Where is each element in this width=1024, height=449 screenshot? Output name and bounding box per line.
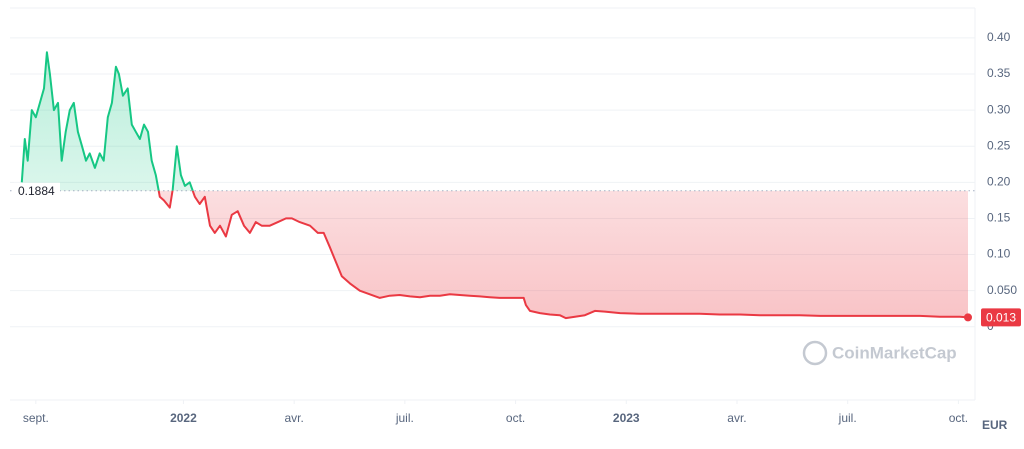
- x-tick-label: oct.: [949, 411, 968, 425]
- x-tick-label: juil.: [838, 411, 857, 425]
- y-tick-label: 0.050: [987, 283, 1017, 297]
- reference-label: 0.1884: [18, 184, 55, 198]
- x-tick-label: sept.: [23, 411, 49, 425]
- y-tick-label: 0.20: [987, 175, 1011, 189]
- last-price-bg: [981, 308, 1021, 327]
- last-price-label: 0.013: [986, 311, 1016, 325]
- y-tick-label: 0.30: [987, 102, 1011, 116]
- area-up: [21, 52, 968, 191]
- price-line-up: [20, 51, 194, 191]
- watermark-logo: [802, 340, 828, 366]
- currency: EUR: [982, 418, 1008, 432]
- watermark: CoinMarketCap: [802, 340, 957, 366]
- y-tick-label: 0.40: [987, 30, 1011, 44]
- y-tick-label: 0.10: [987, 247, 1011, 261]
- watermark-text: CoinMarketCap: [832, 343, 957, 362]
- x-tick-label: 2023: [613, 411, 640, 425]
- last-point: [963, 313, 972, 322]
- x-tick-label: avr.: [727, 411, 746, 425]
- x-tick-label: oct.: [506, 411, 525, 425]
- y-tick-label: 0.35: [987, 66, 1011, 80]
- area-down: [158, 190, 968, 319]
- y-tick-label: 0.25: [987, 138, 1011, 152]
- x-tick-label: avr.: [284, 411, 303, 425]
- price-line-down: [157, 190, 969, 320]
- x-tick-label: juil.: [395, 411, 414, 425]
- x-tick-label: 2022: [170, 411, 197, 425]
- reference-label-bg: [14, 182, 60, 198]
- y-tick-label: 0.15: [987, 211, 1011, 225]
